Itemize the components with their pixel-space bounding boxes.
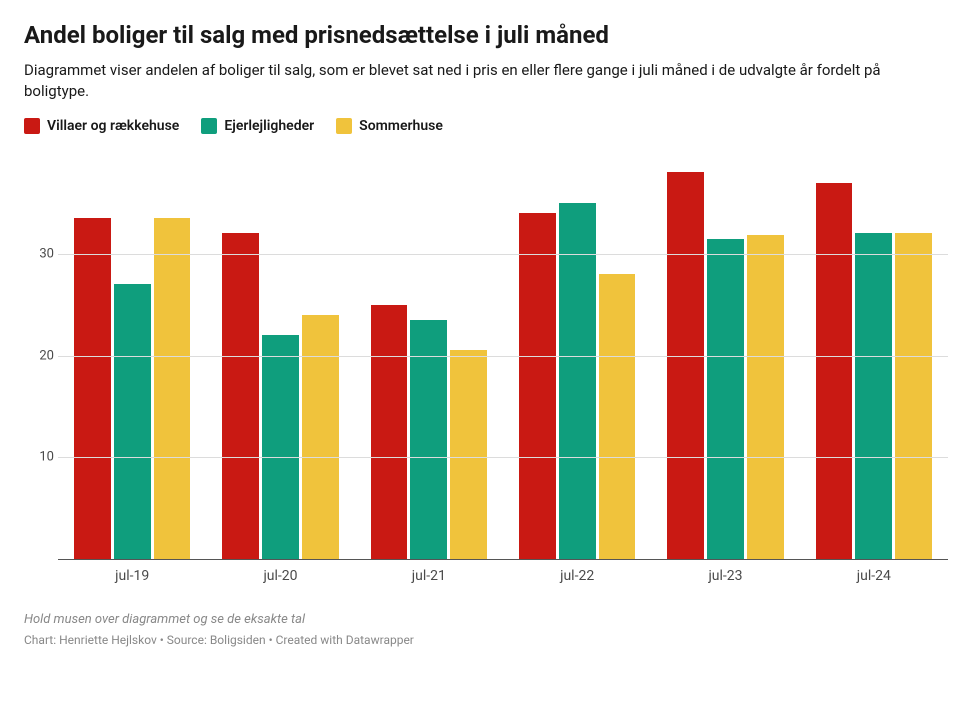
gridline [58,457,948,458]
bar[interactable] [371,305,408,559]
bar[interactable] [895,233,932,559]
bar[interactable] [262,335,299,559]
chart-subtitle: Diagrammet viser andelen af boliger til … [24,60,944,102]
bar[interactable] [599,274,636,559]
bar[interactable] [450,350,487,559]
bar[interactable] [519,213,556,559]
legend-swatch [201,118,217,134]
bar[interactable] [707,239,744,560]
bar[interactable] [816,183,853,559]
bar[interactable] [114,284,151,559]
gridline [58,254,948,255]
legend-swatch [336,118,352,134]
bar[interactable] [855,233,892,559]
x-tick-label: jul-22 [503,560,651,592]
legend-label: Ejerlejligheder [224,118,314,134]
x-tick-label: jul-24 [800,560,948,592]
legend-label: Sommerhuse [359,118,443,134]
gridline [58,356,948,357]
y-tick-label: 30 [28,246,54,261]
bar[interactable] [74,218,111,559]
legend-item: Villaer og rækkehuse [24,118,179,134]
chart-hint: Hold musen over diagrammet og se de eksa… [24,612,956,627]
x-tick-label: jul-19 [58,560,206,592]
bar[interactable] [667,172,704,559]
x-tick-label: jul-21 [355,560,503,592]
plot-area: 102030 [58,152,948,560]
legend: Villaer og rækkehuse Ejerlejligheder Som… [24,118,956,134]
chart[interactable]: 102030 jul-19jul-20jul-21jul-22jul-23jul… [58,152,948,592]
chart-credit: Chart: Henriette Hejlskov • Source: Boli… [24,633,956,647]
bar[interactable] [747,235,784,559]
x-axis-labels: jul-19jul-20jul-21jul-22jul-23jul-24 [58,560,948,592]
bar[interactable] [302,315,339,559]
bar[interactable] [559,203,596,559]
y-tick-label: 10 [28,450,54,465]
x-tick-label: jul-23 [651,560,799,592]
x-tick-label: jul-20 [206,560,354,592]
legend-label: Villaer og rækkehuse [47,118,179,134]
chart-title: Andel boliger til salg med prisnedsættel… [24,20,956,50]
legend-item: Ejerlejligheder [201,118,314,134]
legend-swatch [24,118,40,134]
bar[interactable] [154,218,191,559]
legend-item: Sommerhuse [336,118,443,134]
y-tick-label: 20 [28,348,54,363]
bar[interactable] [222,233,259,559]
